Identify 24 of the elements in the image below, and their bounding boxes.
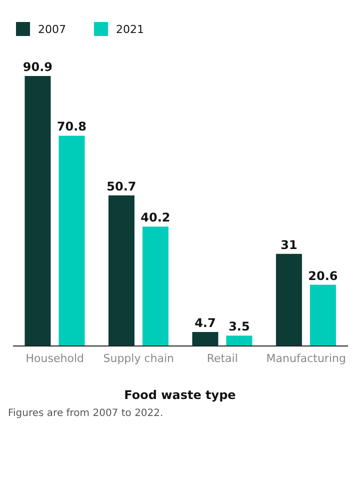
x-axis-title: Food waste type <box>123 388 237 402</box>
text: Figures are from 2007 to 2022. <box>8 408 164 419</box>
data-label: 50.7 <box>106 179 136 194</box>
bar <box>142 226 168 346</box>
data-label: 31 <box>280 238 298 252</box>
data-label: 90.9 <box>22 60 53 74</box>
bar <box>24 76 51 346</box>
bar <box>276 254 302 346</box>
bar <box>226 336 252 346</box>
bar <box>310 284 336 346</box>
bar <box>58 136 85 346</box>
data-label: 3.5 <box>228 320 250 334</box>
x-tick-label: Household <box>26 352 84 365</box>
x-tick-label: Manufacturing <box>266 352 346 365</box>
data-label: 40.2 <box>140 210 170 225</box>
data-label: 4.7 <box>194 316 216 330</box>
data-label: 20.6 <box>308 268 338 283</box>
legend-label: 2007 <box>38 22 66 36</box>
legend-label: 2021 <box>116 22 144 36</box>
x-tick-label: Retail <box>206 352 238 365</box>
bar <box>192 332 218 346</box>
bar <box>108 195 134 346</box>
x-tick-label: Supply chain <box>103 352 174 365</box>
data-label: 70.8 <box>56 120 87 134</box>
